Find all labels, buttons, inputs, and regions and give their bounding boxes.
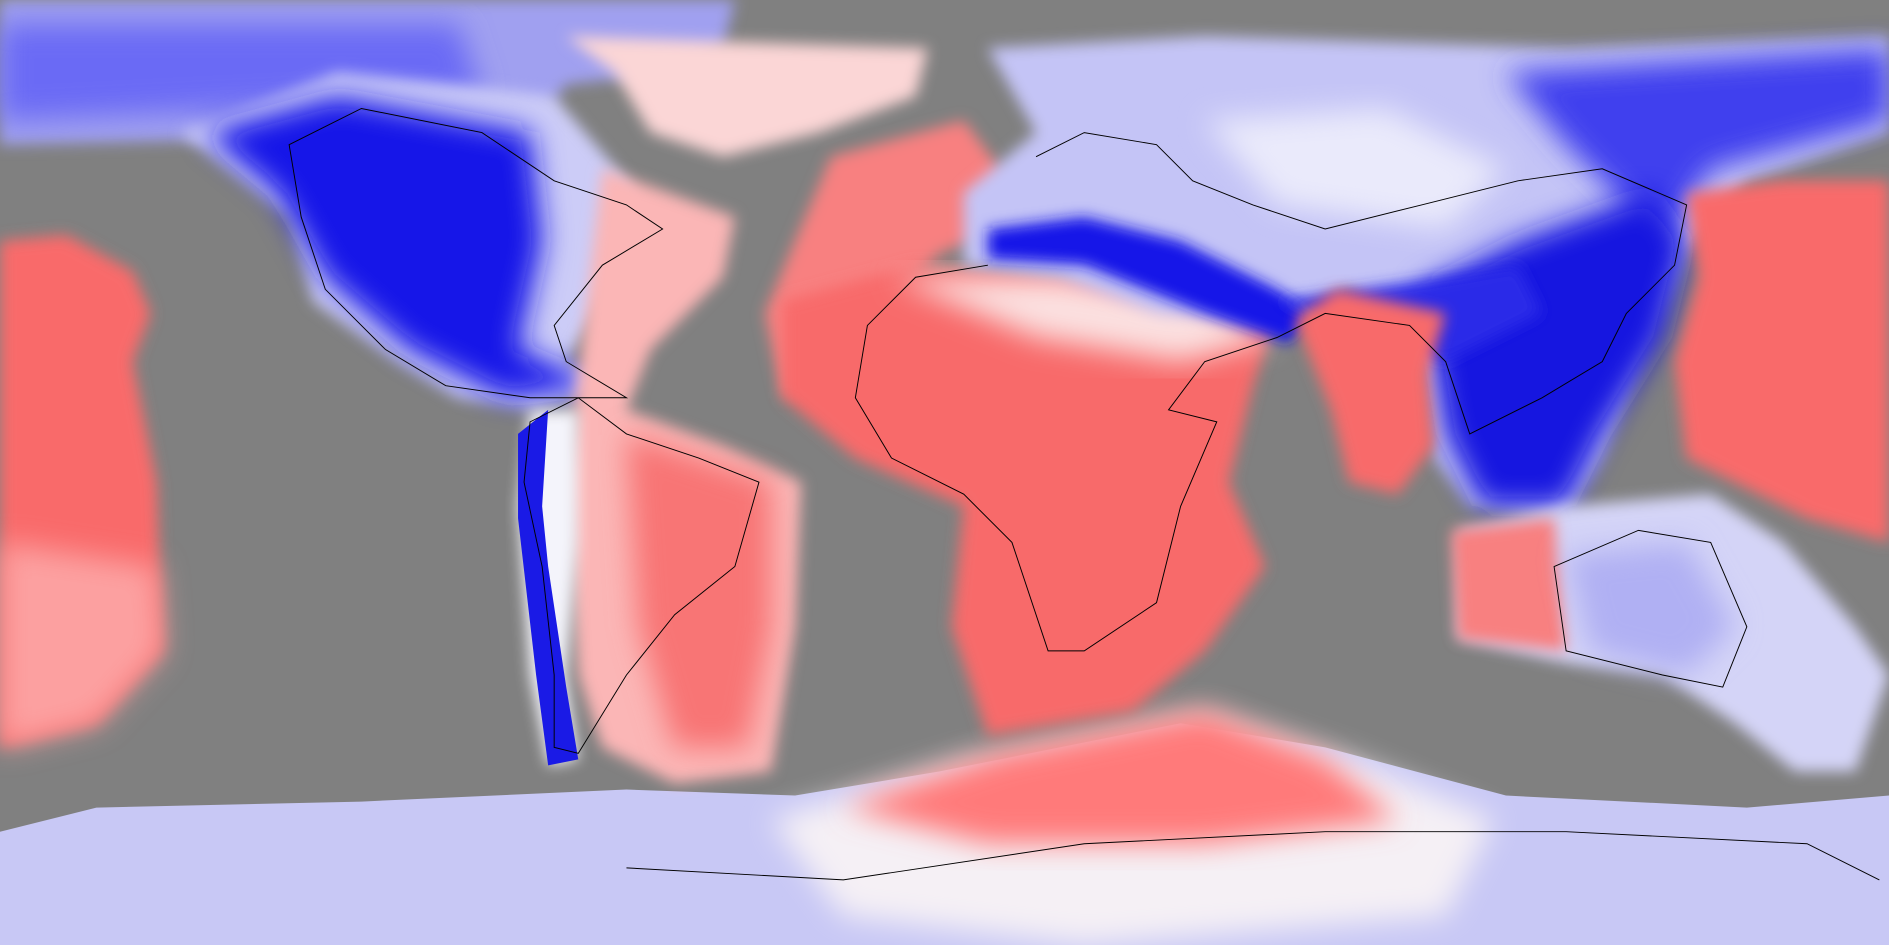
africa — [764, 120, 1278, 736]
americas-atlantic — [518, 168, 802, 784]
coastlines — [288, 107, 1880, 881]
southern-band — [0, 711, 1889, 945]
east-pacific-south — [0, 542, 163, 748]
india — [1295, 289, 1446, 495]
greenland — [566, 36, 928, 157]
australia — [1451, 494, 1889, 772]
west-pacific — [1674, 180, 1889, 543]
eurasia — [963, 36, 1889, 519]
north-america — [0, 0, 735, 410]
